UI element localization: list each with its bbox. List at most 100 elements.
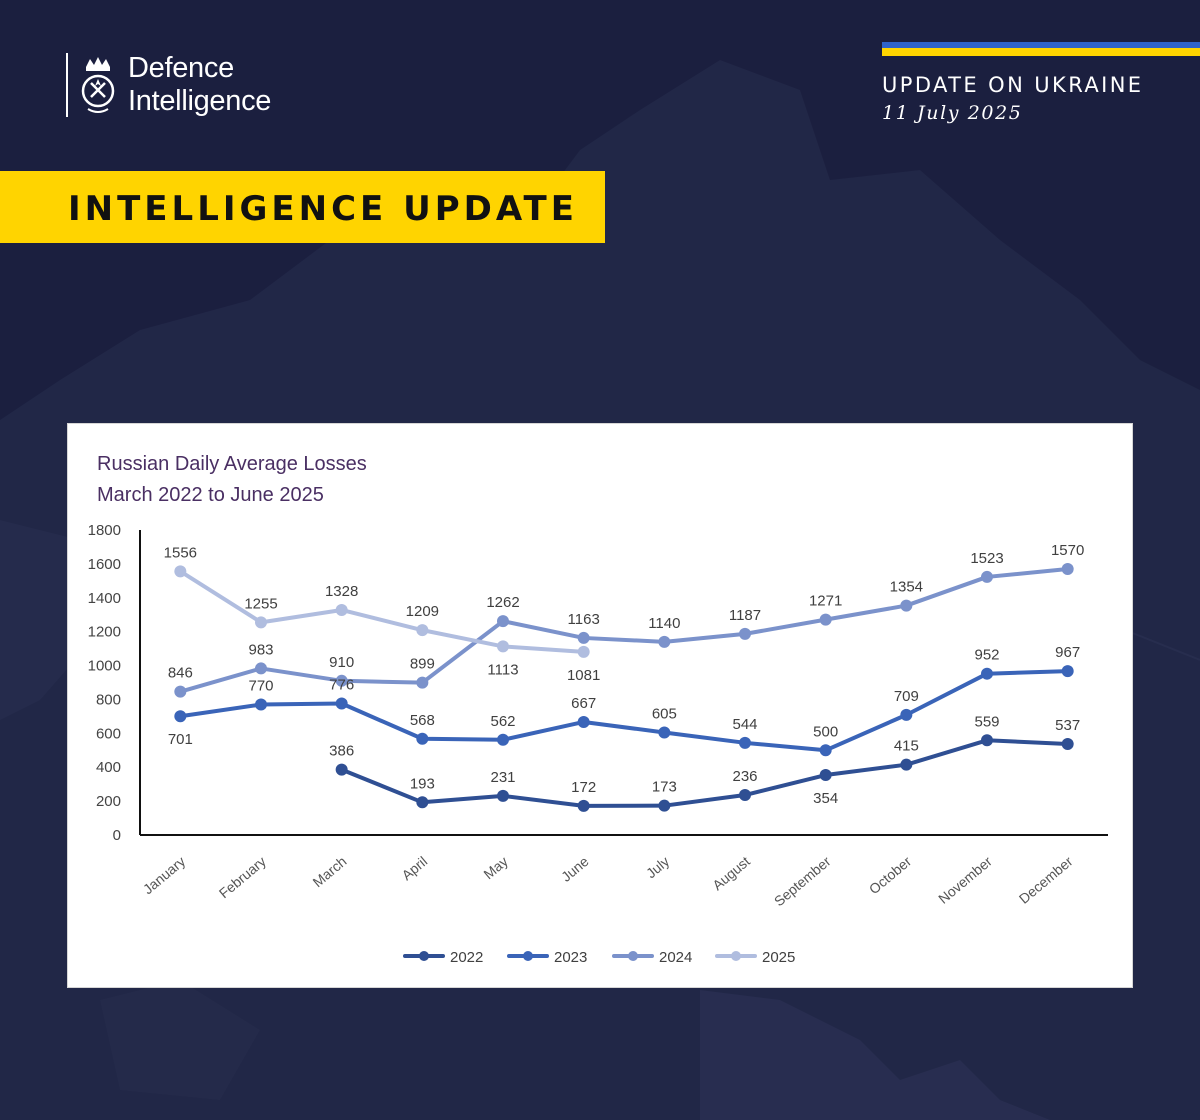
- x-tick-label: March: [310, 853, 350, 890]
- y-tick-label: 1400: [88, 590, 121, 607]
- data-point-2024: [335, 674, 348, 687]
- data-label-2024: 1570: [1051, 542, 1084, 559]
- data-label-2024: 910: [329, 654, 354, 671]
- data-point-2024: [900, 599, 913, 612]
- ukraine-flag-stripe: [882, 42, 1200, 56]
- data-point-2024: [1061, 562, 1074, 575]
- data-point-2024: [497, 615, 509, 628]
- data-label-2023: 562: [490, 713, 515, 730]
- y-tick-label: 800: [96, 691, 121, 708]
- data-point-2024: [577, 631, 590, 644]
- data-point-2022: [739, 789, 751, 802]
- x-tick-label: January: [140, 853, 188, 897]
- data-point-2024: [819, 613, 832, 626]
- data-point-2024: [739, 627, 751, 640]
- data-point-2025: [577, 645, 590, 658]
- y-tick-label: 1200: [88, 624, 121, 641]
- series-line-2025: [178, 569, 586, 654]
- x-tick-label: May: [480, 853, 511, 882]
- chart-card: Russian Daily Average Losses March 2022 …: [68, 424, 1132, 987]
- data-label-2024: 983: [248, 641, 273, 658]
- y-tick-label: 600: [96, 725, 121, 742]
- chart-title-line1: Russian Daily Average Losses: [97, 453, 367, 475]
- logo-divider: [66, 53, 68, 117]
- data-label-2024: 1140: [648, 615, 680, 632]
- data-point-2023: [1061, 665, 1074, 678]
- data-label-2023: 568: [410, 712, 435, 729]
- data-label-2022: 354: [813, 790, 838, 807]
- defence-intelligence-logo: Defence Intelligence: [66, 52, 271, 118]
- data-point-2023: [335, 697, 348, 710]
- intelligence-update-banner: INTELLIGENCE UPDATE: [0, 171, 605, 243]
- data-point-2022: [819, 769, 832, 782]
- data-point-2025: [497, 640, 509, 653]
- y-tick-label: 1600: [88, 556, 121, 573]
- x-tick-label: February: [216, 853, 269, 901]
- banner-text: INTELLIGENCE UPDATE: [68, 189, 578, 229]
- data-point-2022: [577, 799, 590, 812]
- chart-title-line2: March 2022 to June 2025: [97, 484, 324, 506]
- data-point-2023: [739, 736, 751, 749]
- data-label-2022: 386: [329, 743, 354, 760]
- x-tick-label: August: [709, 853, 753, 893]
- x-tick-label: October: [866, 853, 915, 897]
- data-label-2023: 770: [248, 678, 273, 695]
- y-tick-label: 1000: [88, 658, 121, 675]
- legend-label-2025: 2025: [762, 949, 795, 966]
- legend-label-2023: 2023: [554, 949, 587, 966]
- data-label-2023: 500: [813, 723, 838, 740]
- data-point-2023: [900, 708, 913, 721]
- legend-marker-2023: [523, 951, 533, 961]
- data-point-2022: [416, 796, 429, 809]
- data-point-2022: [981, 734, 993, 747]
- data-label-2024: 1163: [568, 611, 600, 628]
- data-point-2023: [497, 733, 509, 746]
- data-label-2022: 236: [732, 768, 757, 785]
- legend-marker-2022: [419, 951, 429, 961]
- update-title: UPDATE ON UKRAINE: [882, 73, 1144, 97]
- update-date: 11 July 2025: [882, 102, 1023, 124]
- data-label-2023: 967: [1055, 644, 1080, 661]
- x-tick-label: July: [643, 853, 672, 881]
- data-point-2023: [658, 726, 671, 739]
- data-label-2022: 231: [490, 769, 515, 786]
- data-label-2022: 537: [1055, 717, 1080, 734]
- data-label-2023: 605: [652, 705, 677, 722]
- data-label-2024: 846: [168, 665, 193, 682]
- x-tick-label: December: [1016, 853, 1076, 907]
- legend-label-2024: 2024: [659, 949, 692, 966]
- data-point-2025: [335, 603, 348, 616]
- x-tick-label: June: [558, 853, 592, 885]
- data-point-2024: [658, 635, 671, 648]
- y-tick-label: 0: [113, 827, 121, 844]
- data-label-2023: 701: [168, 731, 193, 748]
- data-label-2023: 709: [894, 688, 919, 705]
- data-label-2023: 776: [329, 677, 354, 694]
- data-point-2025: [255, 616, 267, 629]
- legend-marker-2024: [628, 951, 638, 961]
- data-label-2024: 1271: [809, 593, 842, 610]
- data-point-2023: [174, 710, 187, 723]
- data-point-2022: [1061, 738, 1074, 751]
- data-label-2023: 952: [974, 647, 999, 664]
- data-point-2024: [981, 570, 993, 583]
- data-label-2025: 1556: [164, 544, 197, 561]
- crest-icon: [81, 57, 115, 113]
- data-label-2025: 1255: [244, 595, 277, 612]
- y-tick-label: 1800: [88, 522, 121, 539]
- data-label-2025: 1328: [325, 583, 358, 600]
- logo-text-line2: Intelligence: [128, 85, 272, 117]
- x-tick-label: November: [935, 853, 995, 907]
- data-point-2024: [255, 662, 267, 675]
- series-line-2023: [178, 669, 1070, 753]
- y-tick-label: 400: [96, 759, 121, 776]
- data-label-2025: 1113: [487, 661, 518, 678]
- data-point-2024: [416, 676, 429, 689]
- data-label-2024: 899: [410, 656, 435, 673]
- data-point-2022: [335, 763, 348, 776]
- line-chart: Russian Daily Average Losses March 2022 …: [88, 453, 1108, 966]
- legend-label-2022: 2022: [450, 949, 483, 966]
- x-tick-label: September: [771, 853, 834, 909]
- data-point-2023: [416, 732, 429, 745]
- data-label-2024: 1262: [486, 594, 519, 611]
